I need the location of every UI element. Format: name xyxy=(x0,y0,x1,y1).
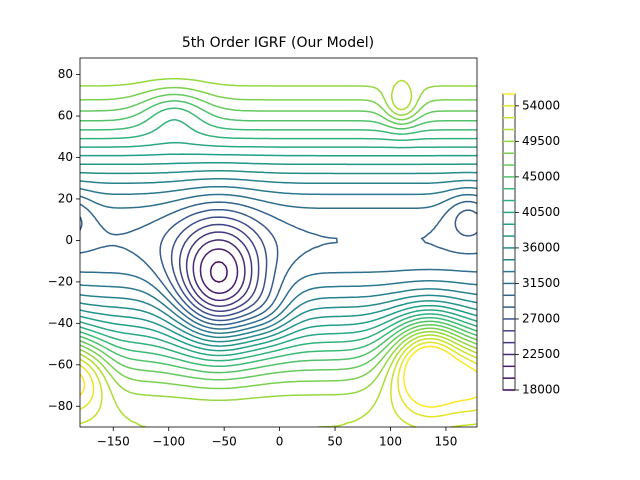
contour-line xyxy=(80,86,477,390)
contour-line xyxy=(192,239,246,302)
y-tick-label: 80 xyxy=(58,67,73,81)
contour-line xyxy=(80,193,477,330)
y-tick-label: 40 xyxy=(58,150,73,164)
x-tick-label: −100 xyxy=(152,435,185,449)
contour-line xyxy=(185,231,253,307)
plot-frame xyxy=(79,57,478,428)
contour-line xyxy=(209,261,228,283)
chart-title: 5th Order IGRF (Our Model) xyxy=(182,35,374,51)
contour-line xyxy=(80,141,477,357)
contour-line xyxy=(80,341,477,418)
x-tick-label: −150 xyxy=(97,435,130,449)
contour-line xyxy=(80,185,477,334)
y-tick-label: 0 xyxy=(65,233,73,247)
contour-line xyxy=(80,107,477,368)
x-tick-label: 0 xyxy=(276,435,284,449)
contour-layer xyxy=(80,77,477,427)
y-tick-label: 20 xyxy=(58,191,73,205)
y-tick-label: −40 xyxy=(48,316,73,330)
contour-line xyxy=(170,216,268,317)
contour-line xyxy=(80,162,477,347)
y-tick-label: −80 xyxy=(48,399,73,413)
y-tick-label: −20 xyxy=(48,274,73,288)
y-tick-label: 60 xyxy=(58,109,73,123)
colorbar-tick-label: 45000 xyxy=(522,169,560,183)
contour-line xyxy=(80,93,477,381)
x-tick-label: 100 xyxy=(379,435,402,449)
x-tick-label: −50 xyxy=(211,435,236,449)
colorbar-tick-label: 22500 xyxy=(522,347,560,361)
contour-line xyxy=(80,208,477,322)
colorbar-frame xyxy=(502,93,516,391)
contour-line xyxy=(80,337,477,427)
contour-line xyxy=(178,223,260,313)
contour-line xyxy=(80,178,477,339)
colorbar-tick-label: 36000 xyxy=(522,240,560,254)
colorbar-tick-label: 27000 xyxy=(522,311,560,325)
contour-line xyxy=(80,153,477,352)
contour-line xyxy=(80,200,477,326)
colorbar-tick-label: 31500 xyxy=(522,276,560,290)
contour-line xyxy=(80,170,477,343)
y-tick-label: −60 xyxy=(48,357,73,371)
contour-line xyxy=(80,77,477,402)
x-tick-label: 50 xyxy=(327,435,342,449)
colorbar-tick-label: 49500 xyxy=(522,134,560,148)
contour-line xyxy=(80,345,477,408)
contour-line xyxy=(80,100,477,374)
colorbar-tick-label: 40500 xyxy=(522,205,560,219)
contour-line xyxy=(199,248,239,295)
contour-line xyxy=(80,119,477,362)
contour-line xyxy=(80,79,477,427)
colorbar-tick-label: 54000 xyxy=(522,98,560,112)
x-tick-label: 150 xyxy=(434,435,457,449)
colorbar-tick-label: 18000 xyxy=(522,383,560,397)
